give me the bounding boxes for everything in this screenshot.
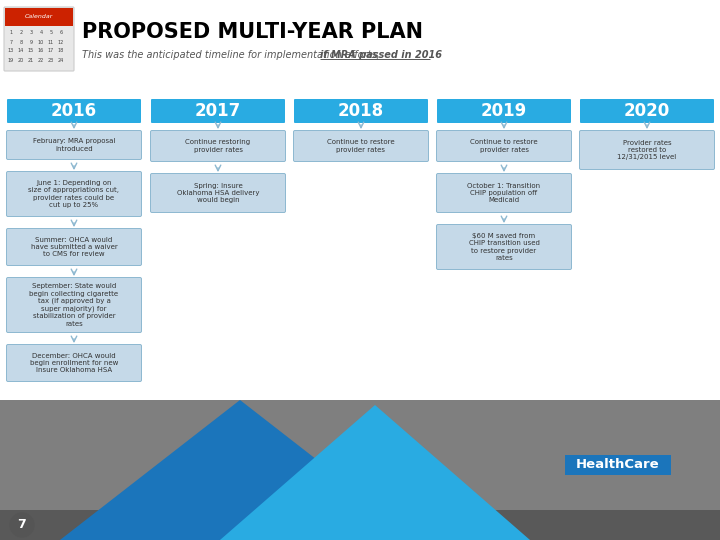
- Text: 7: 7: [17, 518, 27, 531]
- Text: 4: 4: [40, 30, 42, 36]
- Text: Continue to restore
provider rates: Continue to restore provider rates: [327, 139, 395, 153]
- Text: $60 M saved from
CHIP transition used
to restore provider
rates: $60 M saved from CHIP transition used to…: [469, 233, 539, 261]
- Text: 16: 16: [38, 49, 44, 53]
- Text: Continue restoring
provider rates: Continue restoring provider rates: [186, 139, 251, 153]
- Text: 15: 15: [28, 49, 34, 53]
- FancyBboxPatch shape: [150, 131, 286, 161]
- Text: 2: 2: [19, 30, 22, 36]
- Text: 21: 21: [28, 57, 34, 63]
- FancyBboxPatch shape: [6, 172, 142, 217]
- Text: December: OHCA would
begin enrollment for new
Insure Oklahoma HSA: December: OHCA would begin enrollment fo…: [30, 353, 118, 373]
- Bar: [565, 455, 671, 475]
- Text: 6: 6: [60, 30, 63, 36]
- Polygon shape: [60, 400, 420, 540]
- Text: PROPOSED MULTI-YEAR PLAN: PROPOSED MULTI-YEAR PLAN: [82, 22, 423, 42]
- Text: Spring: Insure
Oklahoma HSA delivery
would begin: Spring: Insure Oklahoma HSA delivery wou…: [176, 183, 259, 203]
- Text: Summer: OHCA would
have submitted a waiver
to CMS for review: Summer: OHCA would have submitted a waiv…: [31, 237, 117, 257]
- FancyBboxPatch shape: [294, 99, 428, 123]
- Text: 23: 23: [48, 57, 54, 63]
- Text: Oklahoma: Oklahoma: [590, 443, 647, 453]
- Text: 20: 20: [18, 57, 24, 63]
- Bar: [0, 0, 720, 400]
- Text: .: .: [430, 50, 433, 60]
- FancyBboxPatch shape: [6, 228, 142, 266]
- Text: Calendar: Calendar: [24, 14, 53, 18]
- FancyBboxPatch shape: [6, 345, 142, 381]
- Text: 1: 1: [9, 30, 12, 36]
- Text: This was the anticipated timeline for implementation efforts,: This was the anticipated timeline for im…: [82, 50, 383, 60]
- Text: Authority: Authority: [593, 477, 644, 487]
- Text: 2020: 2020: [624, 102, 670, 120]
- Text: if MRA passed in 2016: if MRA passed in 2016: [320, 50, 442, 60]
- Text: Provider rates
restored to
12/31/2015 level: Provider rates restored to 12/31/2015 le…: [617, 140, 677, 160]
- Text: October 1: Transition
CHIP population off
Medicaid: October 1: Transition CHIP population of…: [467, 183, 541, 203]
- FancyBboxPatch shape: [436, 225, 572, 269]
- Text: 14: 14: [18, 49, 24, 53]
- Bar: [5, 8, 73, 26]
- Text: 17: 17: [48, 49, 54, 53]
- Text: 19: 19: [8, 57, 14, 63]
- FancyBboxPatch shape: [294, 131, 428, 161]
- Polygon shape: [220, 405, 530, 540]
- Text: 7: 7: [9, 39, 12, 44]
- FancyBboxPatch shape: [580, 131, 714, 170]
- Text: 2019: 2019: [481, 102, 527, 120]
- Text: 5: 5: [50, 30, 53, 36]
- FancyBboxPatch shape: [437, 99, 571, 123]
- Text: 9: 9: [30, 39, 32, 44]
- Text: September: State would
begin collecting cigarette
tax (if approved by a
super ma: September: State would begin collecting …: [30, 284, 119, 327]
- Text: HealthCare: HealthCare: [576, 458, 660, 471]
- Text: 11: 11: [48, 39, 54, 44]
- FancyBboxPatch shape: [4, 7, 74, 71]
- Text: 2017: 2017: [195, 102, 241, 120]
- Text: 3: 3: [30, 30, 32, 36]
- Text: Continue to restore
provider rates: Continue to restore provider rates: [470, 139, 538, 153]
- Text: 22: 22: [38, 57, 44, 63]
- FancyBboxPatch shape: [151, 99, 285, 123]
- FancyBboxPatch shape: [436, 131, 572, 161]
- Text: 8: 8: [19, 39, 22, 44]
- FancyBboxPatch shape: [6, 131, 142, 159]
- Text: 12: 12: [58, 39, 64, 44]
- Text: 18: 18: [58, 49, 64, 53]
- Text: 10: 10: [38, 39, 44, 44]
- FancyBboxPatch shape: [150, 173, 286, 213]
- Text: June 1: Depending on
size of appropriations cut,
provider rates could be
cut up : June 1: Depending on size of appropriati…: [29, 180, 120, 208]
- Circle shape: [10, 513, 34, 537]
- Text: 13: 13: [8, 49, 14, 53]
- Text: February: MRA proposal
introduced: February: MRA proposal introduced: [33, 138, 115, 152]
- FancyBboxPatch shape: [580, 99, 714, 123]
- Text: 2016: 2016: [51, 102, 97, 120]
- FancyBboxPatch shape: [436, 173, 572, 213]
- FancyBboxPatch shape: [6, 278, 142, 333]
- Text: 24: 24: [58, 57, 64, 63]
- Bar: [0, 510, 720, 540]
- Text: 2018: 2018: [338, 102, 384, 120]
- FancyBboxPatch shape: [7, 99, 141, 123]
- Bar: [0, 400, 720, 540]
